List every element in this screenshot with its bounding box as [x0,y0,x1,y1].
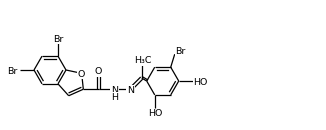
Text: H₃C: H₃C [134,56,152,65]
Text: N: N [127,86,134,95]
Text: N: N [111,86,118,95]
Text: HO: HO [194,77,208,87]
Text: Br: Br [53,35,63,44]
Text: HO: HO [149,109,163,118]
Text: Br: Br [7,67,17,76]
Text: Br: Br [175,47,186,56]
Text: H: H [111,93,118,102]
Text: O: O [78,70,85,79]
Text: O: O [95,67,102,76]
